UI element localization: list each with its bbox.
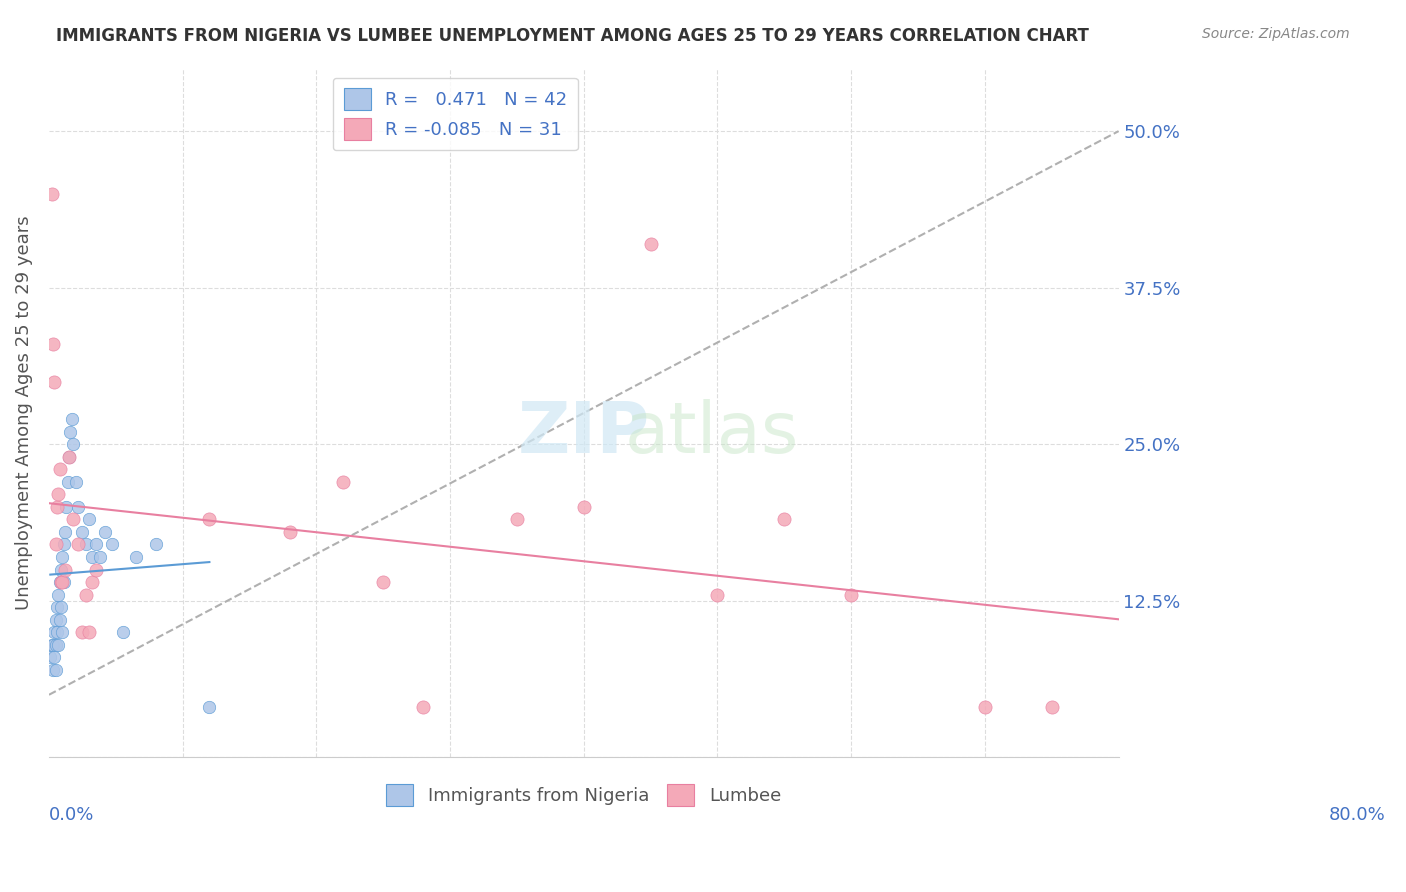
Point xyxy=(60,412,83,426)
Point xyxy=(332,475,354,489)
Point xyxy=(80,549,103,564)
Point xyxy=(45,638,67,652)
Point xyxy=(46,588,69,602)
Point xyxy=(45,663,67,677)
Point xyxy=(80,575,103,590)
Point xyxy=(572,500,595,514)
Point xyxy=(412,700,434,714)
Point xyxy=(72,625,94,640)
Point xyxy=(46,600,69,615)
Point xyxy=(58,450,80,464)
Point xyxy=(53,562,76,576)
Point xyxy=(75,537,97,551)
Point xyxy=(84,537,107,551)
Point xyxy=(44,625,66,640)
Point xyxy=(94,524,117,539)
Point xyxy=(49,600,72,615)
Point xyxy=(42,638,65,652)
Text: atlas: atlas xyxy=(624,399,800,468)
Point xyxy=(506,512,529,526)
Point xyxy=(56,475,79,489)
Point xyxy=(101,537,124,551)
Legend: Immigrants from Nigeria, Lumbee: Immigrants from Nigeria, Lumbee xyxy=(375,773,792,817)
Point xyxy=(72,524,94,539)
Point xyxy=(51,575,73,590)
Point xyxy=(42,663,65,677)
Point xyxy=(84,562,107,576)
Point xyxy=(62,512,84,526)
Point xyxy=(125,549,148,564)
Point xyxy=(48,462,70,476)
Point xyxy=(67,500,90,514)
Point xyxy=(48,613,70,627)
Point xyxy=(46,638,69,652)
Point xyxy=(62,437,84,451)
Point xyxy=(52,575,75,590)
Point xyxy=(41,638,63,652)
Point xyxy=(773,512,796,526)
Point xyxy=(89,549,111,564)
Point xyxy=(48,575,70,590)
Text: IMMIGRANTS FROM NIGERIA VS LUMBEE UNEMPLOYMENT AMONG AGES 25 TO 29 YEARS CORRELA: IMMIGRANTS FROM NIGERIA VS LUMBEE UNEMPL… xyxy=(56,27,1090,45)
Point xyxy=(640,236,662,251)
Point xyxy=(46,487,69,501)
Text: 0.0%: 0.0% xyxy=(49,805,94,823)
Point xyxy=(42,337,65,351)
Point xyxy=(51,625,73,640)
Point xyxy=(278,524,301,539)
Point xyxy=(49,562,72,576)
Point xyxy=(53,524,76,539)
Text: 80.0%: 80.0% xyxy=(1329,805,1386,823)
Point xyxy=(77,625,100,640)
Point xyxy=(58,450,80,464)
Point xyxy=(41,186,63,201)
Point xyxy=(75,588,97,602)
Point xyxy=(839,588,862,602)
Point xyxy=(77,512,100,526)
Point xyxy=(52,537,75,551)
Point xyxy=(55,500,77,514)
Text: Source: ZipAtlas.com: Source: ZipAtlas.com xyxy=(1202,27,1350,41)
Point xyxy=(67,537,90,551)
Point xyxy=(198,512,221,526)
Point xyxy=(111,625,134,640)
Point xyxy=(39,650,62,665)
Point xyxy=(51,549,73,564)
Point xyxy=(46,500,69,514)
Text: ZIP: ZIP xyxy=(517,399,650,468)
Y-axis label: Unemployment Among Ages 25 to 29 years: Unemployment Among Ages 25 to 29 years xyxy=(15,216,32,610)
Point xyxy=(59,425,82,439)
Point xyxy=(145,537,167,551)
Point xyxy=(44,375,66,389)
Point xyxy=(45,613,67,627)
Point xyxy=(46,625,69,640)
Point xyxy=(49,575,72,590)
Point xyxy=(198,700,221,714)
Point xyxy=(373,575,395,590)
Point xyxy=(65,475,87,489)
Point xyxy=(706,588,728,602)
Point xyxy=(1040,700,1063,714)
Point xyxy=(45,537,67,551)
Point xyxy=(44,650,66,665)
Point xyxy=(973,700,995,714)
